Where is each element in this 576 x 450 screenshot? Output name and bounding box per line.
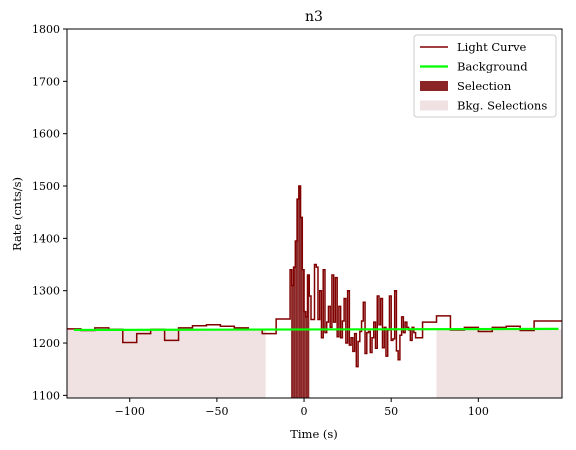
selection-layer <box>290 186 310 398</box>
chart-title: n3 <box>305 9 323 25</box>
y-tick-label: 1500 <box>32 180 60 193</box>
legend-label-1: Background <box>457 60 528 74</box>
y-tick-label: 1600 <box>32 128 60 141</box>
selection-bar-16 <box>290 269 292 398</box>
x-axis-label: Time (s) <box>290 427 338 441</box>
legend-label-0: Light Curve <box>457 40 527 54</box>
legend-label-3: Bkg. Selections <box>457 99 547 113</box>
selection-bar-22 <box>300 217 303 398</box>
y-tick-label: 1200 <box>32 337 60 350</box>
x-tick-label: −100 <box>115 405 145 418</box>
selection-bar-26 <box>307 275 310 398</box>
legend-swatch-2 <box>420 81 448 91</box>
y-tick-label: 1400 <box>32 232 60 245</box>
selection-bar-24 <box>304 311 306 398</box>
bkg-selection-1 <box>436 329 562 398</box>
light-curve-layer <box>67 185 562 368</box>
x-tick-label: 0 <box>301 405 308 418</box>
legend-swatch-3 <box>420 100 448 111</box>
x-tick-label: 100 <box>468 405 489 418</box>
selection-bar-25 <box>305 316 308 398</box>
plot-frame <box>66 28 563 399</box>
selection-bar-23 <box>302 269 305 398</box>
x-tick-label: 50 <box>384 405 398 418</box>
y-tick-label: 1800 <box>32 23 60 36</box>
y-tick-label: 1700 <box>32 75 60 88</box>
legend-box <box>413 34 557 118</box>
x-axis-ticks: −100 −50 0 50 100 <box>115 398 489 418</box>
y-axis-ticks: 1100 1200 1300 1400 1500 1600 1700 1800 <box>32 23 67 402</box>
background-layer <box>73 327 559 332</box>
legend-label-2: Selection <box>457 79 512 93</box>
y-tick-label: 1100 <box>32 389 60 402</box>
x-tick-label: −50 <box>205 405 228 418</box>
y-axis-label: Rate (cnts/s) <box>10 177 24 251</box>
selection-bar-19 <box>295 240 298 398</box>
selection-bar-18 <box>293 267 296 398</box>
background-line <box>73 327 559 332</box>
legend: Light Curve Background Selection Bkg. Selec… <box>413 34 557 118</box>
selection-bar-20 <box>297 199 299 398</box>
selection-bar-21 <box>298 186 301 398</box>
light-curve-line <box>67 185 562 368</box>
y-tick-label: 1300 <box>32 285 60 298</box>
selection-bar-17 <box>291 285 294 398</box>
